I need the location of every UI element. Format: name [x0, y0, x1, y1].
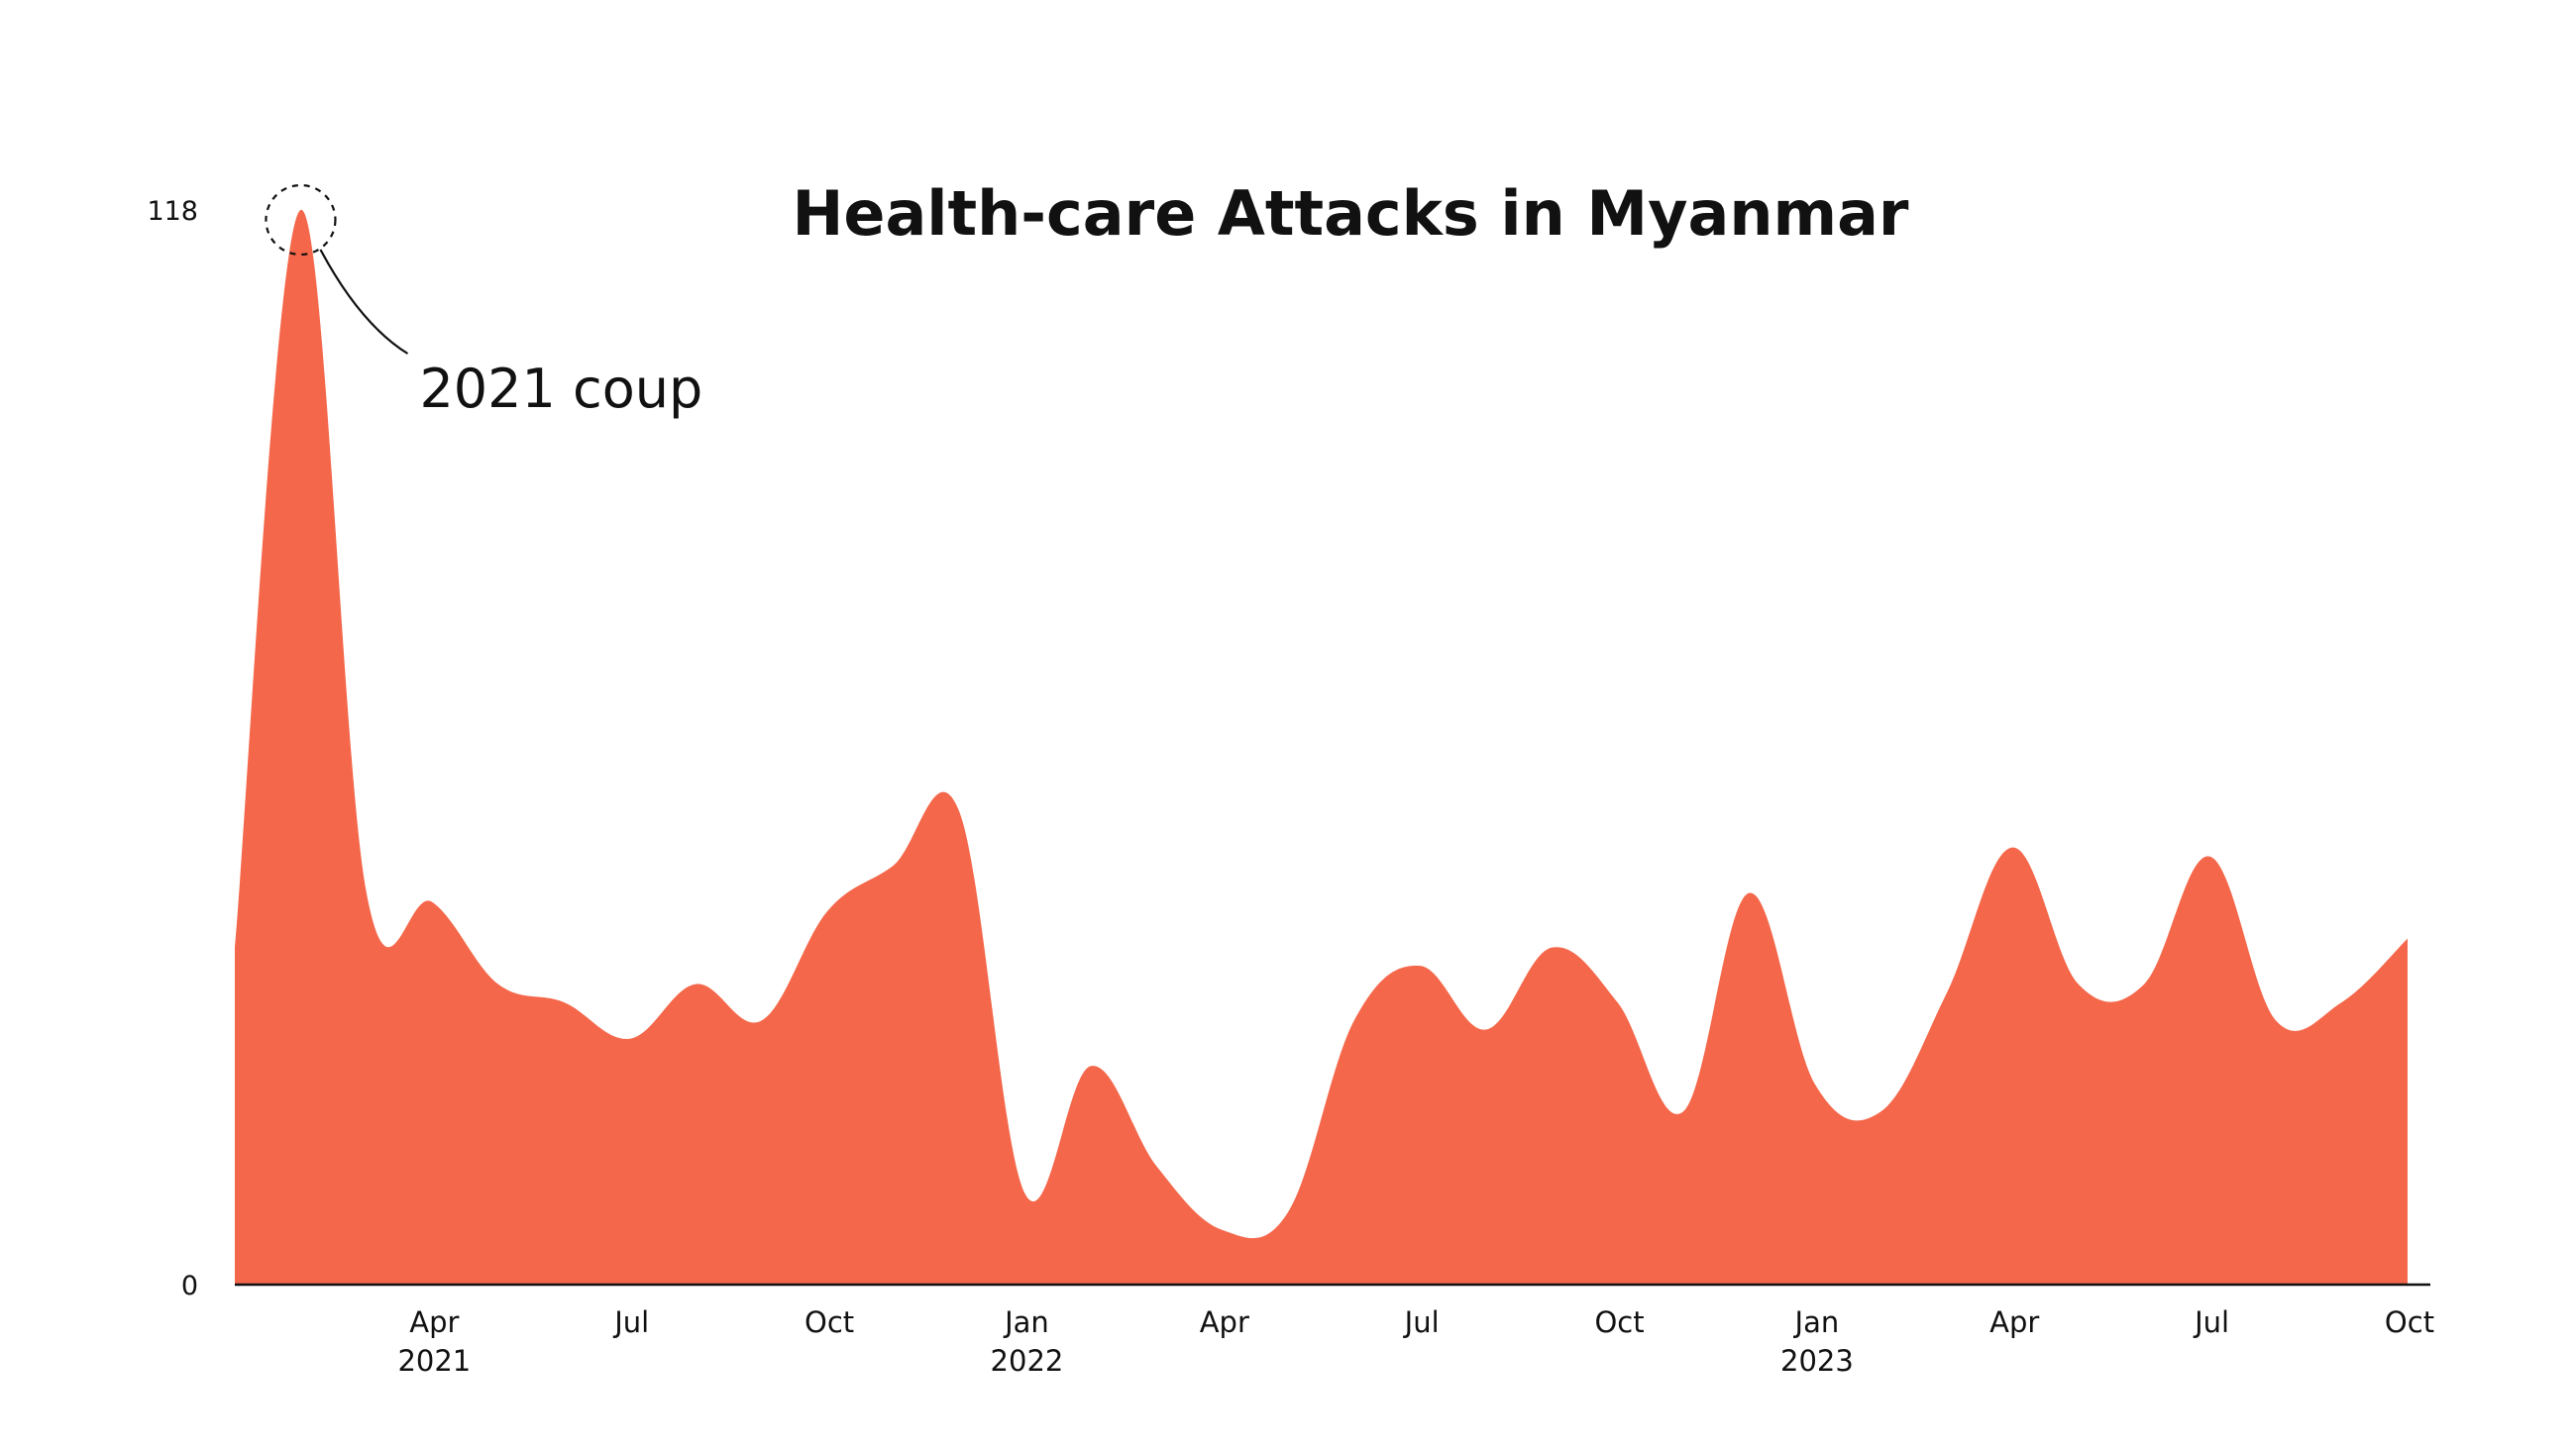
- x-tick-label: Jul: [612, 1305, 649, 1339]
- x-tick-label: Jan: [1003, 1305, 1049, 1339]
- series-area: [235, 209, 2408, 1285]
- x-tick-label: Jul: [1403, 1305, 1440, 1339]
- x-tick-year-label: 2021: [397, 1344, 471, 1378]
- y-tick-label: 0: [181, 1271, 198, 1301]
- axis-ticks: 0 118 Apr 2021 Jul Oct Jan 2022 Apr Jul Oct Jan 2023…: [147, 196, 2434, 1378]
- x-tick-label: Jan: [1793, 1305, 1840, 1339]
- x-tick-label: Jul: [2193, 1305, 2229, 1339]
- annotation-leader-line: [319, 249, 409, 355]
- x-tick-label: Apr: [1200, 1305, 1249, 1339]
- x-tick-year-label: 2023: [1780, 1344, 1854, 1378]
- annotation: 2021 coup: [265, 183, 702, 420]
- annotation-circle: [265, 183, 337, 257]
- y-tick-label: 118: [147, 196, 198, 227]
- x-tick-label: Apr: [1989, 1305, 2039, 1339]
- x-tick-label: Oct: [805, 1305, 854, 1339]
- x-tick-label: Apr: [409, 1305, 459, 1339]
- x-tick-label: Oct: [1594, 1305, 1644, 1339]
- x-tick-label: Oct: [2385, 1305, 2434, 1339]
- annotation-label: 2021 coup: [419, 358, 702, 420]
- x-tick-year-label: 2022: [991, 1344, 1064, 1378]
- chart-title: Health-care Attacks in Myanmar: [793, 177, 1909, 250]
